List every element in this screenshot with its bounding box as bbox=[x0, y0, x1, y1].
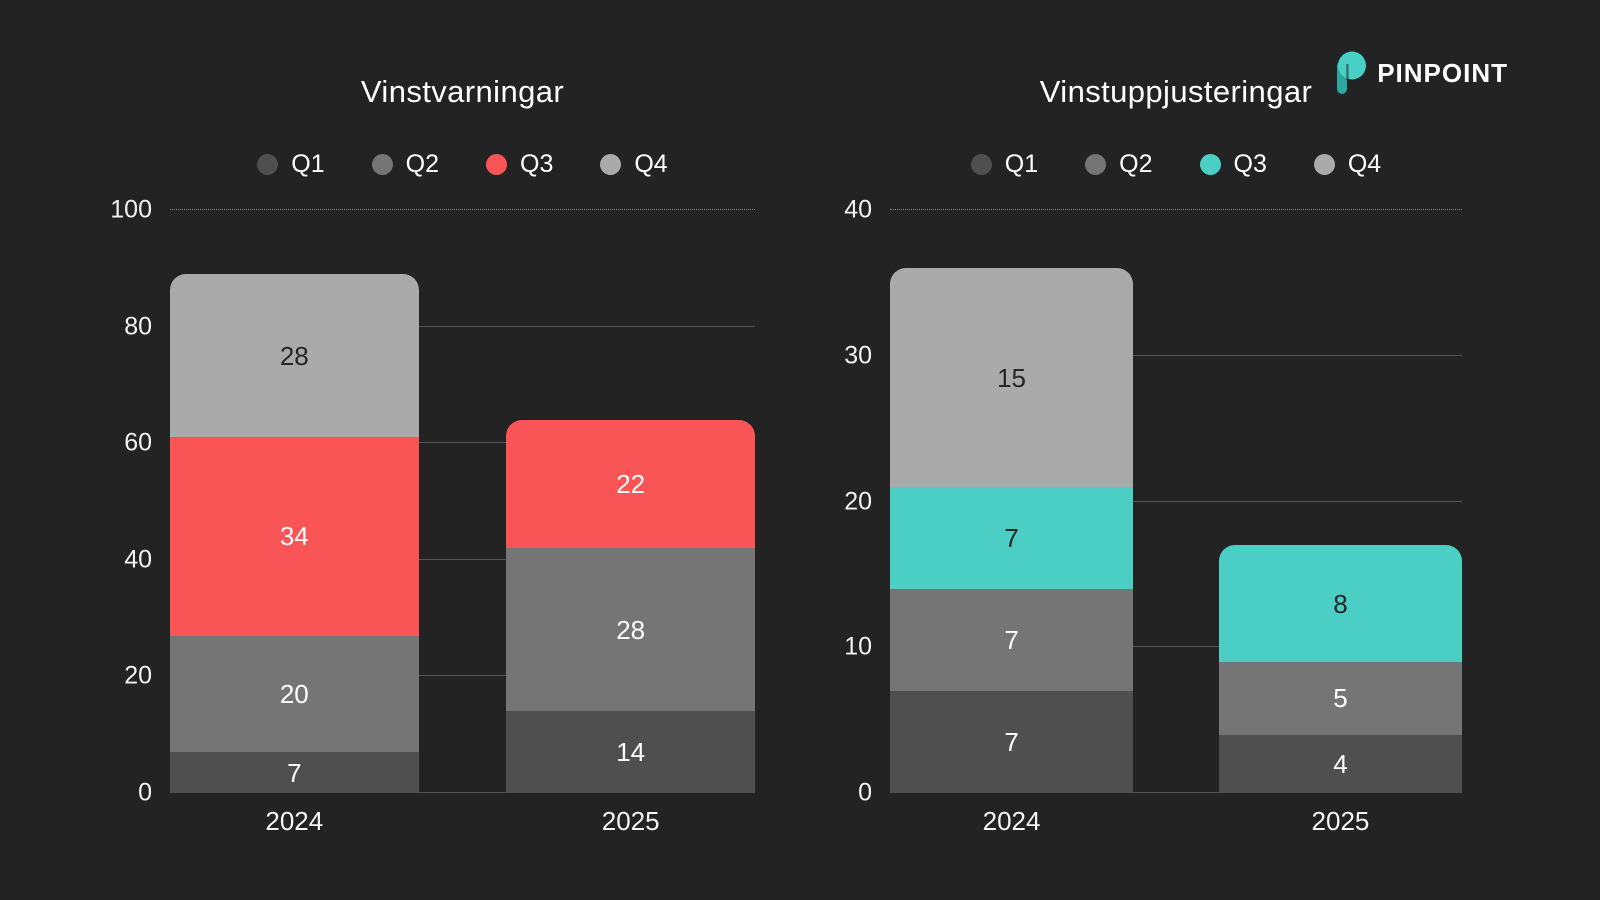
bar-segment-q3-2025: 22 bbox=[506, 419, 755, 549]
gridline bbox=[890, 354, 1462, 356]
x-axis-label-2024: 2024 bbox=[982, 806, 1041, 836]
legend-item-q2[interactable]: Q2 bbox=[1085, 149, 1153, 179]
legend-item-q3[interactable]: Q3 bbox=[1199, 149, 1267, 179]
bar-segment-q2-2024: 7 bbox=[890, 588, 1134, 691]
bar-2024: 7 20 34 28 2024 bbox=[170, 210, 419, 836]
y-axis-tick-label: 40 bbox=[124, 545, 152, 574]
segment-value-label: 8 bbox=[1333, 588, 1348, 619]
legend-item-q3[interactable]: Q3 bbox=[486, 150, 553, 179]
y-axis-tick-label: 20 bbox=[124, 661, 152, 690]
segment-value-label: 20 bbox=[279, 678, 309, 709]
segment-value-label: 14 bbox=[616, 737, 646, 768]
bar-2025: 4 5 8 2025 bbox=[1218, 210, 1462, 836]
y-axis-tick-label: 30 bbox=[844, 341, 872, 370]
legend-marker-q3 bbox=[1199, 153, 1221, 175]
y-axis-tick-label: 20 bbox=[844, 487, 872, 515]
y-axis-tick-label: 0 bbox=[858, 778, 872, 807]
legend-marker-q1 bbox=[970, 153, 992, 175]
segment-value-label: 7 bbox=[287, 757, 302, 788]
pinpoint-p-icon bbox=[1337, 51, 1367, 94]
gridline bbox=[170, 558, 755, 560]
bar-segment-q2-2025: 28 bbox=[506, 548, 755, 712]
legend: Q1 Q2 Q3 Q4 bbox=[170, 149, 755, 179]
segment-value-label: 22 bbox=[616, 469, 646, 500]
bar-segment-q2-2024: 20 bbox=[170, 635, 419, 753]
legend-label: Q2 bbox=[405, 149, 439, 178]
legend-marker-q2 bbox=[1085, 153, 1107, 175]
bar-segment-q3-2025: 8 bbox=[1218, 545, 1462, 662]
logo: PINPOINT bbox=[1329, 50, 1508, 96]
segment-value-label: 7 bbox=[1004, 726, 1019, 757]
gridline bbox=[890, 500, 1462, 502]
legend-label: Q3 bbox=[1233, 149, 1267, 178]
segment-value-label: 7 bbox=[1004, 522, 1019, 553]
bar-2025: 14 28 22 2025 bbox=[506, 210, 755, 836]
segment-value-label: 28 bbox=[279, 340, 309, 371]
bar-segment-q3-2024: 34 bbox=[170, 437, 419, 636]
segment-value-label: 7 bbox=[1004, 624, 1019, 655]
bar-segment-q2-2025: 5 bbox=[1218, 661, 1462, 735]
bar-segment-q4-2024: 15 bbox=[890, 268, 1134, 487]
y-axis-tick-label: 80 bbox=[124, 312, 152, 341]
plot-area: 0 10 20 30 40 7 7 7 15 2024 4 5 8 2025 bbox=[844, 197, 1462, 836]
legend-item-q1[interactable]: Q1 bbox=[970, 149, 1039, 179]
bar-segment-q4-2024: 28 bbox=[170, 274, 419, 438]
gridline bbox=[890, 792, 1462, 793]
legend-marker-q1 bbox=[257, 153, 279, 175]
bar-segment-q1-2024: 7 bbox=[170, 752, 419, 793]
segment-value-label: 4 bbox=[1333, 748, 1348, 779]
y-axis-tick-label: 100 bbox=[110, 195, 152, 224]
segment-value-label: 5 bbox=[1333, 683, 1348, 714]
bar-segment-q1-2025: 4 bbox=[1218, 734, 1462, 793]
legend-item-q2[interactable]: Q2 bbox=[371, 149, 439, 179]
legend-marker-q2 bbox=[371, 153, 393, 175]
x-axis-label-2024: 2024 bbox=[265, 806, 324, 836]
gridline bbox=[890, 209, 1462, 210]
legend-label: Q1 bbox=[1004, 149, 1039, 178]
bar-2024: 7 7 7 15 2024 bbox=[890, 210, 1134, 836]
chart-title: Vinstuppjusteringar bbox=[1039, 74, 1313, 109]
legend-item-q1[interactable]: Q1 bbox=[257, 149, 325, 179]
x-axis-label-2025: 2025 bbox=[1311, 806, 1370, 836]
segment-value-label: 28 bbox=[616, 614, 646, 645]
legend-item-q4[interactable]: Q4 bbox=[600, 149, 668, 179]
y-axis-tick-label: 40 bbox=[844, 195, 872, 224]
chart-title: Vinstvarningar bbox=[360, 74, 565, 109]
gridline bbox=[170, 675, 755, 677]
legend-label: Q2 bbox=[1119, 149, 1153, 178]
bar-segment-q1-2025: 14 bbox=[506, 711, 755, 793]
y-axis-tick-label: 10 bbox=[844, 632, 872, 661]
legend-marker-q4 bbox=[600, 153, 622, 175]
gridline bbox=[890, 646, 1462, 648]
chart-vinstvarningar: Vinstvarningar Q1 Q2 Q3 Q4 0 20 40 60 80 100 7 20 3… bbox=[110, 0, 755, 900]
logo-text: PINPOINT bbox=[1377, 57, 1508, 88]
chart-vinstuppjusteringar: Vinstuppjusteringar Q1 Q2 Q3 Q4 0 10 20 30 40 7 7… bbox=[844, 0, 1462, 900]
segment-value-label: 15 bbox=[997, 362, 1026, 393]
gridline bbox=[170, 792, 755, 793]
legend-label: Q1 bbox=[291, 149, 325, 178]
legend: Q1 Q2 Q3 Q4 bbox=[890, 149, 1462, 179]
legend-marker-q3 bbox=[486, 153, 507, 175]
y-axis-tick-label: 60 bbox=[124, 428, 152, 457]
legend-item-q4[interactable]: Q4 bbox=[1313, 149, 1382, 179]
legend-marker-q4 bbox=[1313, 153, 1335, 175]
segment-value-label: 34 bbox=[279, 521, 309, 552]
bar-segment-q1-2024: 7 bbox=[890, 690, 1134, 793]
legend-label: Q3 bbox=[520, 149, 554, 178]
gridline bbox=[170, 442, 755, 444]
bar-segment-q3-2024: 7 bbox=[890, 486, 1134, 589]
gridline bbox=[170, 325, 755, 327]
legend-label: Q4 bbox=[1347, 149, 1382, 178]
legend-label: Q4 bbox=[634, 149, 668, 178]
y-axis-tick-label: 0 bbox=[138, 778, 152, 807]
plot-area: 0 20 40 60 80 100 7 20 34 28 2024 14 28 22 2025 bbox=[110, 197, 755, 836]
gridline bbox=[170, 209, 755, 210]
x-axis-label-2025: 2025 bbox=[601, 806, 660, 836]
